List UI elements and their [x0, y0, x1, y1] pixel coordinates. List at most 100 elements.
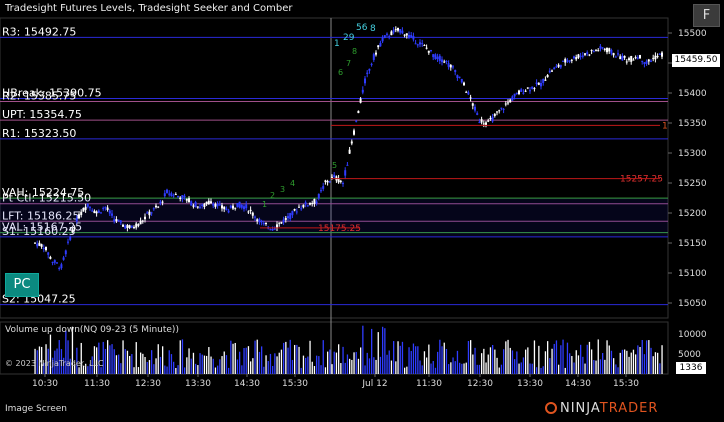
price-bar-body [496, 111, 498, 113]
volume-bar [324, 367, 327, 374]
price-bar-body [56, 262, 58, 264]
price-bar-body [190, 201, 193, 206]
time-axis-label: 14:30 [565, 379, 591, 389]
level-label: LFT: 15186.25 [2, 209, 79, 222]
volume-bar [118, 354, 120, 374]
price-bar-body [73, 227, 76, 230]
level-label: VAL: 15167.25 [2, 221, 82, 234]
price-bar-body [381, 37, 384, 42]
volume-bar [241, 365, 243, 374]
price-axis-label: 15500 [678, 29, 707, 39]
price-bar-body [579, 55, 582, 57]
price-bar-body [168, 193, 171, 195]
volume-bar [628, 356, 630, 374]
price-bar-body [128, 225, 131, 228]
price-bar-body [423, 45, 426, 47]
price-bar-body [379, 42, 382, 47]
price-bar-body [557, 64, 560, 67]
volume-bar [164, 365, 166, 374]
price-bar-body [295, 211, 298, 213]
price-bar-body [599, 46, 602, 49]
volume-bar [485, 362, 487, 374]
price-bar-body [471, 103, 474, 106]
volume-bar [384, 328, 386, 374]
volume-bar [263, 366, 265, 374]
volume-bar [93, 346, 96, 374]
volume-bar [564, 367, 566, 374]
volume-bar [522, 357, 525, 374]
price-bar-body [482, 123, 485, 125]
price-bar-body [601, 47, 604, 49]
f-button[interactable]: F [693, 4, 720, 27]
price-bar-body [397, 27, 399, 31]
pc-button[interactable]: PC [5, 273, 39, 297]
volume-bar [58, 340, 60, 374]
price-bar-body [122, 224, 124, 227]
price-bar-body [452, 66, 454, 68]
image-screen-label[interactable]: Image Screen [5, 404, 67, 414]
volume-bar [507, 339, 509, 374]
volume-bar [162, 346, 164, 374]
volume-bar [252, 358, 254, 374]
price-bar-body [661, 52, 663, 57]
price-bar-body [60, 264, 63, 269]
volume-bar [483, 348, 485, 374]
price-bar-body [566, 60, 569, 62]
volume-bar [615, 364, 617, 374]
price-bar-body [291, 210, 294, 216]
volume-bar [217, 365, 219, 374]
price-bar-body [652, 57, 655, 59]
price-bar-body [251, 212, 254, 216]
price-bar-body [51, 261, 54, 263]
volume-bar [247, 346, 250, 374]
volume-bar [661, 345, 663, 374]
price-bar-body [520, 89, 523, 92]
price-bar-body [300, 208, 303, 210]
price-bar-body [75, 218, 78, 222]
volume-bar [450, 362, 452, 374]
volume-bar [379, 356, 382, 374]
price-bar-body [361, 89, 364, 93]
price-bar-body [590, 50, 593, 52]
volume-bar [643, 354, 646, 374]
volume-bar [456, 350, 459, 374]
price-bar-body [524, 90, 527, 92]
volume-bar [597, 339, 599, 374]
price-bar-body [504, 103, 507, 105]
price-bar-body [533, 88, 536, 90]
volume-bar [527, 347, 529, 374]
price-bar-body [317, 193, 320, 199]
chart-annotation: 1 [662, 121, 668, 131]
seeker-count: 4 [290, 179, 295, 188]
price-bar-body [53, 260, 56, 263]
price-bar-body [636, 57, 639, 59]
volume-bar [318, 356, 320, 374]
volume-bar [41, 346, 43, 374]
volume-bar [153, 364, 155, 374]
chart-annotation: 1 [334, 39, 340, 49]
volume-bar [280, 349, 283, 374]
volume-bar [36, 350, 38, 374]
volume-bar [349, 358, 351, 374]
time-axis-label: 15:30 [282, 379, 308, 389]
volume-bar [426, 357, 428, 374]
price-bar-body [282, 219, 285, 223]
price-bar-body [260, 220, 263, 223]
volume-bar [613, 358, 615, 374]
price-bar-body [269, 229, 272, 231]
volume-bar [267, 361, 269, 374]
volume-bar [505, 341, 507, 374]
level-label: Pt Ctl: 15215.50 [2, 192, 91, 205]
price-bar-body [498, 110, 501, 112]
volume-bar [632, 349, 635, 374]
ninjatrader-logo-icon [545, 402, 557, 414]
price-bar-body [438, 55, 441, 61]
volume-bar [313, 366, 316, 374]
price-bar-body [408, 34, 410, 38]
price-bar-body [289, 213, 292, 219]
price-axis-label: 15350 [678, 119, 707, 129]
volume-bar [131, 354, 133, 374]
volume-bar [525, 349, 527, 374]
